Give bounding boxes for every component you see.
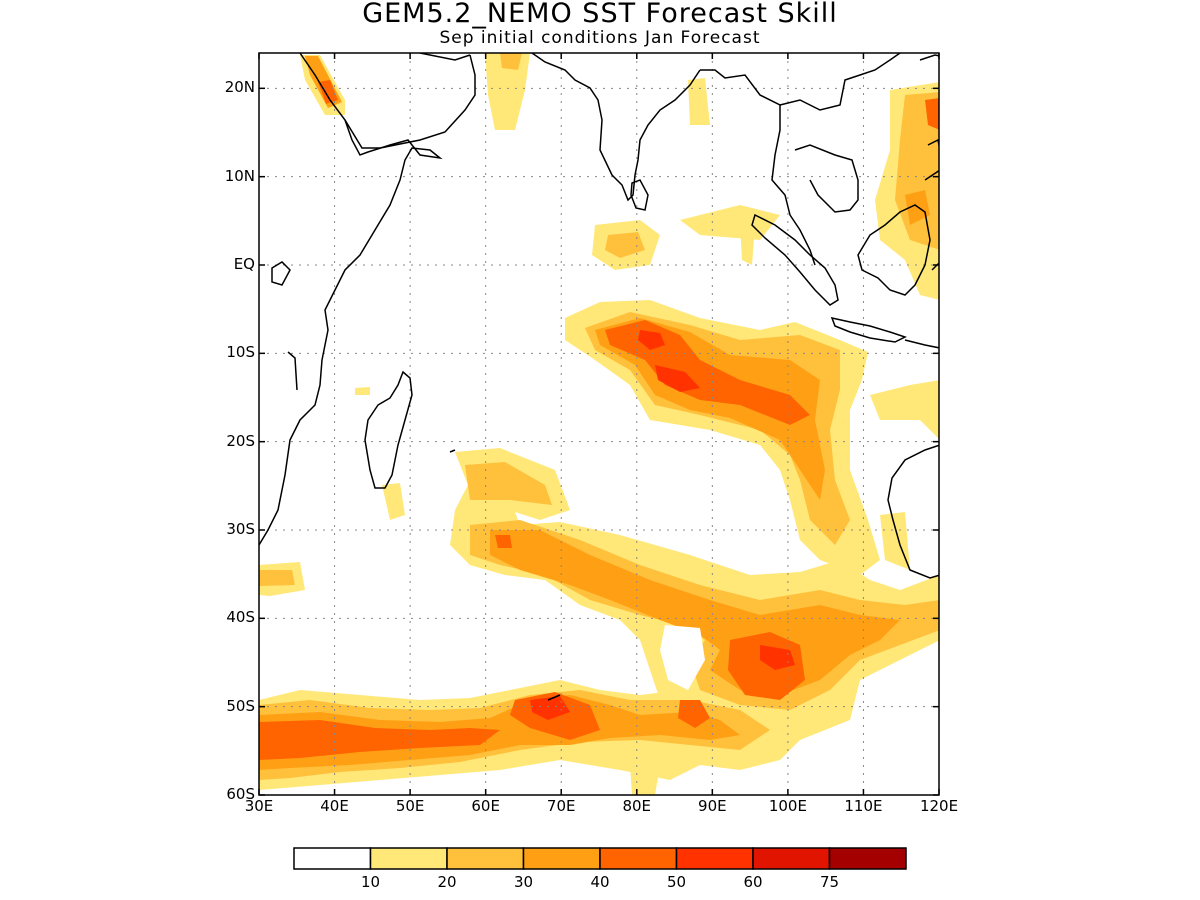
- y-tick-label: 30S: [226, 520, 255, 538]
- coastline-borneo: [857, 204, 931, 296]
- colorbar-swatch: [752, 847, 831, 870]
- coastline-africa-arabia: [259, 53, 443, 546]
- axis-tick-marks: [258, 53, 940, 796]
- skill-region-philippines: [875, 82, 939, 300]
- coastline-sumatra: [751, 213, 839, 306]
- colorbar-swatch: [293, 847, 372, 870]
- x-tick-label: 80E: [622, 797, 652, 815]
- map-title: GEM5.2_NEMO SST Forecast Skill: [362, 0, 838, 29]
- coastline-india: [531, 53, 701, 202]
- y-tick-label: EQ: [233, 255, 255, 273]
- x-tick-label: 60E: [471, 797, 500, 815]
- coastline-indochina-south: [794, 144, 859, 213]
- skill-region-sumatra: [565, 300, 880, 575]
- skill-region-small-patches: [259, 53, 939, 795]
- map-subtitle: Sep initial conditions Jan Forecast: [439, 28, 761, 48]
- skill-region-central-south: [450, 448, 939, 760]
- y-tick-label: 60S: [226, 785, 255, 803]
- map-gridlines: [259, 53, 939, 795]
- colorbar-swatch: [369, 847, 448, 870]
- coastline-persian-gulf: [419, 53, 471, 61]
- x-tick-label: 90E: [698, 797, 727, 815]
- y-tick-label: 20N: [224, 78, 255, 97]
- colorbar-label: 30: [513, 873, 534, 891]
- colorbar-swatch: [599, 847, 678, 870]
- coastline-socotra: [271, 261, 291, 286]
- coastline-arabia-east: [344, 54, 476, 149]
- coastline-java: [830, 316, 907, 343]
- colorbar-label: 40: [590, 873, 610, 891]
- colorbar-label: 20: [437, 873, 457, 891]
- colorbar-label: 50: [666, 873, 687, 891]
- coastline-bengal-malay: [700, 69, 816, 266]
- colorbar-label: 10: [360, 873, 381, 891]
- y-tick-label: 10N: [224, 166, 255, 185]
- x-tick-label: 100E: [768, 797, 807, 815]
- coastline-australia: [887, 444, 939, 579]
- colorbar-label: 75: [819, 873, 840, 891]
- y-tick-label: 40S: [226, 608, 255, 627]
- colorbar-swatch: [675, 847, 754, 870]
- x-tick-label: 40E: [320, 797, 349, 815]
- colorbar-swatch: [446, 847, 525, 870]
- colorbar-swatch: [522, 847, 601, 870]
- map-frame: [258, 52, 940, 796]
- x-tick-label: 120E: [919, 797, 959, 815]
- colorbar-swatch: [828, 847, 907, 870]
- x-tick-label: 50E: [395, 797, 425, 815]
- y-tick-label: 10S: [226, 343, 255, 362]
- x-tick-label: 30E: [244, 797, 274, 815]
- colorbar-label: 60: [743, 873, 763, 891]
- y-tick-label: 20S: [226, 431, 255, 450]
- skill-region-southern-ocean: [259, 680, 800, 790]
- coastlines: [259, 53, 939, 701]
- coastline-madagascar: [364, 370, 413, 489]
- colorbar: [293, 847, 907, 870]
- skill-shading: [259, 53, 939, 795]
- x-tick-label: 70E: [546, 797, 576, 815]
- coastline-small-islands: [287, 351, 561, 701]
- y-tick-label: 50S: [226, 696, 255, 715]
- x-tick-label: 110E: [844, 797, 883, 815]
- coastline-sri-lanka: [630, 179, 649, 211]
- coastline-indochina: [779, 53, 901, 111]
